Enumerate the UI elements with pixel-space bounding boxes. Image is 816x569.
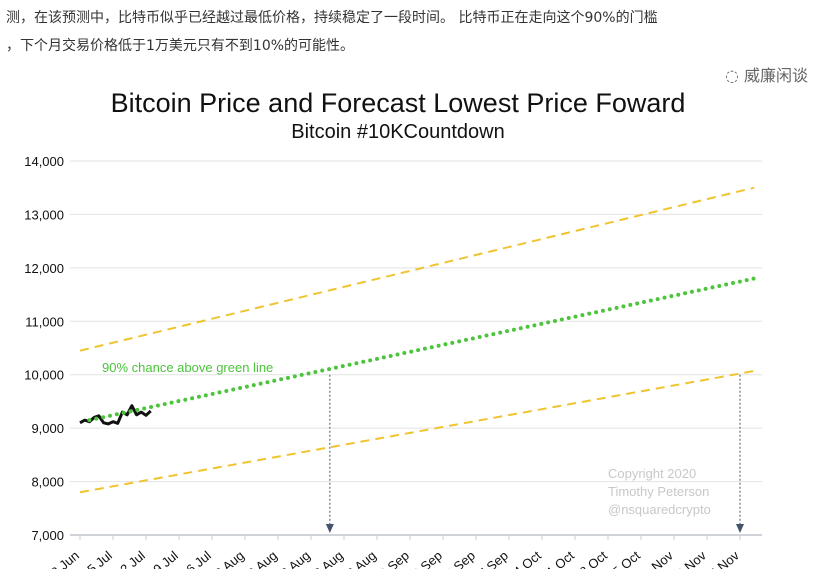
forecast-lowest-line <box>87 276 757 423</box>
arrow-head-icon <box>325 524 334 533</box>
lower-band-line <box>79 369 755 494</box>
x-tick-label: 19 Jul <box>145 548 181 569</box>
y-tick-label: 11,000 <box>25 314 64 329</box>
x-tick-label: 4 Oct <box>510 548 544 569</box>
watermark-text: 威廉闲谈 <box>743 66 808 85</box>
x-tick-label: 28 Jun <box>42 548 82 569</box>
arrow-head-icon <box>736 524 744 533</box>
x-tick-label: 18 Oct <box>571 548 610 569</box>
chart-subtitle: Bitcoin #10KCountdown <box>291 121 504 143</box>
y-tick-label: 12,000 <box>24 261 64 276</box>
article-text-line-1: 测，在该预测中，比特币似乎已经越过最低价格，持续稳定了一段时间。 比特币正在走向… <box>6 10 658 26</box>
x-tick-label: 8 Nov <box>673 547 709 569</box>
x-tick-label: 12 Jul <box>112 548 148 569</box>
x-tick-label: 5 Jul <box>84 548 115 569</box>
x-tick-label: 2 Aug <box>212 548 247 569</box>
copyright-text: @nsquaredcrypto <box>608 502 711 517</box>
x-tick-label: 25 Oct <box>604 548 643 569</box>
y-tick-label: 10,000 <box>24 368 64 383</box>
chart-title: Bitcoin Price and Forecast Lowest Price … <box>111 88 686 118</box>
x-tick-label: 6 Sep <box>376 548 412 569</box>
x-tick-label: 11 Oct <box>539 548 578 569</box>
y-tick-label: 14,000 <box>24 154 64 169</box>
watermark-logo: ◌ 威廉闲谈 <box>720 62 812 86</box>
y-tick-label: 8,000 <box>31 475 64 490</box>
copyright-text: Copyright 2020 <box>608 466 696 481</box>
article-text-line-2: ，下个月交易价格低于1万美元只有不到10%的可能性。 <box>6 38 355 54</box>
y-tick-label: 13,000 <box>24 207 64 222</box>
annotation-label: 90% chance above green line <box>102 360 273 375</box>
price-line <box>79 404 152 426</box>
y-tick-label: 7,000 <box>31 528 64 543</box>
y-tick-label: 9,000 <box>31 421 64 436</box>
x-tick-label: 26 Jul <box>178 548 214 569</box>
x-tick-label: 9 Aug <box>245 548 280 569</box>
upper-band-line <box>79 186 755 352</box>
copyright-text: Timothy Peterson <box>608 484 709 499</box>
x-tick-label: 1 Nov <box>640 547 676 569</box>
